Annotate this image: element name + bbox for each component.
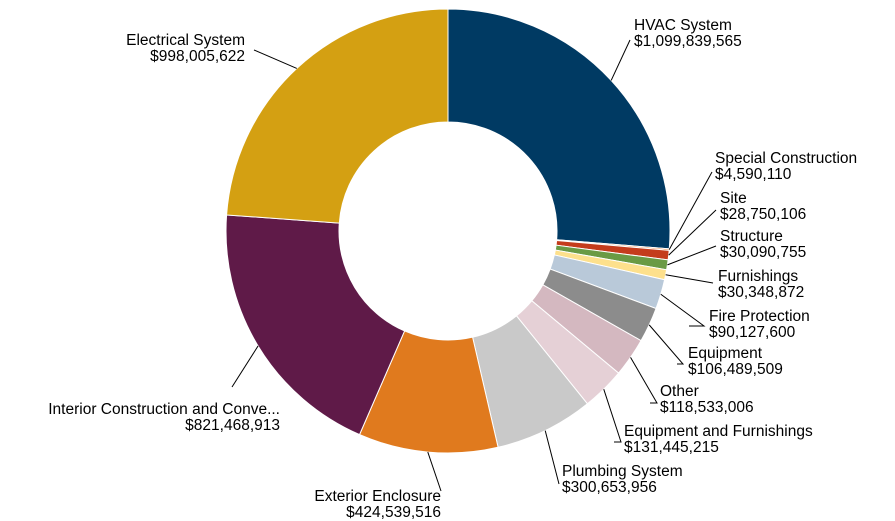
slice-label-hvac-system: HVAC System bbox=[634, 17, 732, 34]
slice-label-equipment: Equipment bbox=[688, 345, 763, 362]
leader-line-fire-protection bbox=[660, 293, 706, 327]
leader-line-equipment-and-furnishings bbox=[603, 389, 622, 443]
slice-value-other: $118,533,006 bbox=[660, 399, 754, 416]
slice-label-electrical-system: Electrical System bbox=[126, 32, 245, 49]
leader-line-structure bbox=[667, 245, 717, 266]
leader-line-site bbox=[668, 209, 717, 256]
slice-label-special-construction: Special Construction bbox=[715, 150, 857, 167]
slice-value-site: $28,750,106 bbox=[720, 206, 806, 223]
slice-label-structure: Structure bbox=[720, 228, 783, 245]
leader-line-equipment bbox=[648, 324, 685, 365]
slice-label-site: Site bbox=[720, 190, 747, 207]
labels-group: HVAC System$1,099,839,565 Special Constru… bbox=[48, 17, 857, 521]
leader-line-exterior-enclosure bbox=[427, 451, 442, 492]
slice-label-other: Other bbox=[660, 383, 699, 400]
slice-value-furnishings: $30,348,872 bbox=[718, 284, 804, 301]
leader-line-special-construction bbox=[668, 171, 713, 250]
slice-value-equipment-and-furnishings: $131,445,215 bbox=[624, 439, 719, 456]
slice-value-structure: $30,090,755 bbox=[720, 244, 806, 261]
slices-group bbox=[225, 8, 671, 454]
leader-line-other bbox=[630, 357, 658, 404]
leader-line-hvac-system bbox=[610, 39, 631, 81]
slice-value-electrical-system: $998,005,622 bbox=[150, 48, 245, 65]
slice-interior-construction-and-conve bbox=[225, 214, 406, 436]
slice-value-interior-construction-and-conve: $821,468,913 bbox=[185, 417, 280, 434]
leader-line-plumbing-system bbox=[544, 430, 560, 485]
slice-value-plumbing-system: $300,653,956 bbox=[562, 479, 657, 496]
slice-value-equipment: $106,489,509 bbox=[688, 361, 783, 378]
slice-value-fire-protection: $90,127,600 bbox=[709, 324, 796, 341]
slice-value-special-construction: $4,590,110 bbox=[715, 166, 792, 183]
leader-line-interior-construction-and-conve bbox=[231, 345, 259, 388]
leader-lines-group bbox=[231, 39, 717, 492]
slice-label-exterior-enclosure: Exterior Enclosure bbox=[314, 488, 441, 505]
leader-line-electrical-system bbox=[253, 49, 298, 69]
slice-value-exterior-enclosure: $424,539,516 bbox=[346, 504, 441, 521]
slice-electrical-system bbox=[226, 8, 449, 224]
slice-label-plumbing-system: Plumbing System bbox=[562, 463, 683, 480]
slice-value-hvac-system: $1,099,839,565 bbox=[634, 33, 742, 50]
slice-hvac-system bbox=[447, 8, 671, 250]
leader-line-furnishings bbox=[665, 274, 714, 284]
slice-label-fire-protection: Fire Protection bbox=[709, 308, 810, 325]
slice-label-furnishings: Furnishings bbox=[718, 268, 798, 285]
slice-label-interior-construction-and-conve: Interior Construction and Conve... bbox=[48, 401, 280, 418]
slice-label-equipment-and-furnishings: Equipment and Furnishings bbox=[624, 423, 813, 440]
